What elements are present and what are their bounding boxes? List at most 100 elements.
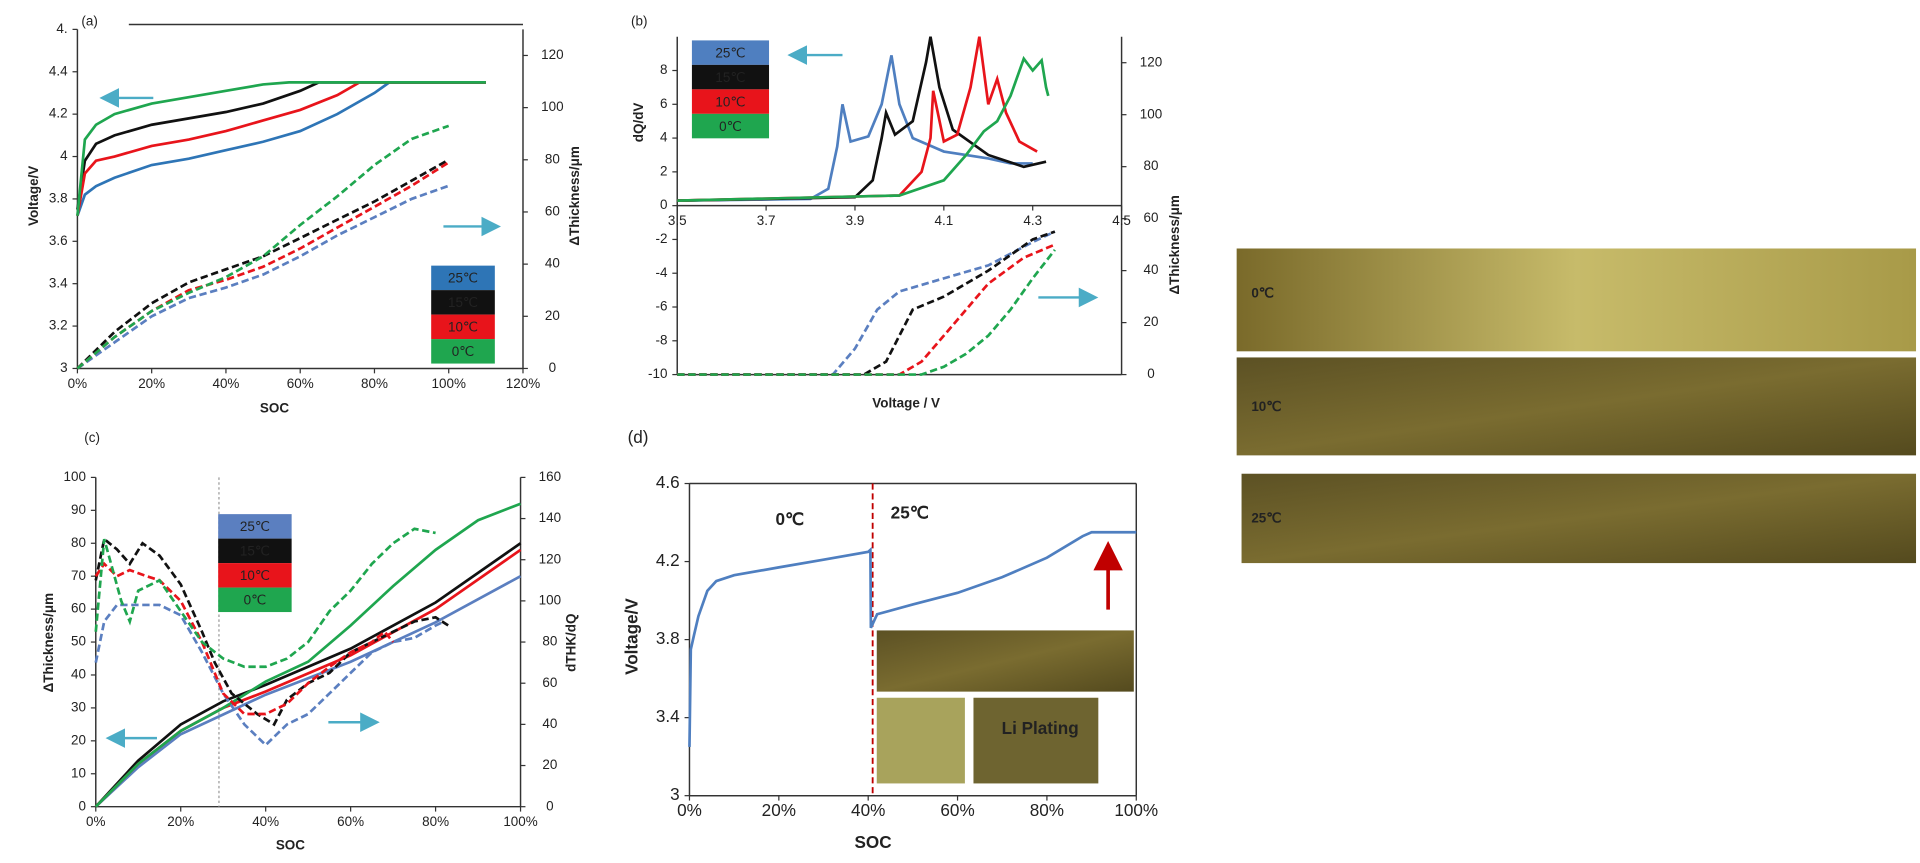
x-tick-label: 120%	[506, 376, 540, 391]
legend-label: 25℃	[715, 45, 745, 60]
legend-swatch	[431, 314, 495, 340]
y-tick-label: 4.	[56, 21, 67, 36]
annotation: 0℃	[775, 509, 804, 529]
dashed-line	[94, 527, 436, 669]
y2-tick-label: 120	[541, 47, 563, 62]
y2-tick-label: 40	[542, 716, 557, 731]
legend-label: 0℃	[244, 593, 267, 608]
y2-tick-label: 100	[541, 99, 563, 114]
x-tick-label: 60%	[337, 814, 364, 829]
photo	[1236, 357, 1917, 456]
y-tick-label: 3	[60, 360, 67, 375]
y-tick-label: -4	[655, 265, 667, 280]
photos	[876, 248, 1917, 784]
legend-swatch	[691, 64, 770, 90]
legend-label: 0℃	[452, 344, 475, 359]
panel-label: (d)	[628, 427, 649, 447]
y-tick-label: 60	[71, 601, 86, 616]
x-tick-label: 4.3	[1023, 213, 1042, 228]
y-tick-label: -6	[655, 299, 667, 314]
y-tick-label: 3	[670, 784, 680, 804]
x-tick-label: 80%	[361, 376, 388, 391]
y-tick-label: 6	[660, 96, 667, 111]
y-tick-label: 0	[78, 798, 85, 813]
y2-tick-label: 0	[546, 798, 553, 813]
y-tick-label: 20	[71, 732, 86, 747]
dashed-line	[677, 243, 1056, 376]
y2-tick-label: 60	[1143, 210, 1158, 225]
line	[76, 81, 486, 210]
y-tick-label: 30	[71, 699, 86, 714]
dashed-line	[677, 230, 1056, 376]
y-tick-label: 10	[71, 765, 86, 780]
x-tick-label: 60%	[287, 376, 314, 391]
y2-tick-label: 80	[545, 151, 560, 166]
legend-swatch	[691, 89, 770, 114]
legend-swatch	[691, 113, 770, 139]
legend-swatch	[218, 514, 292, 539]
photo	[1236, 248, 1917, 352]
line	[76, 81, 486, 216]
x-tick-label: 0%	[68, 376, 87, 391]
y2-tick-label: 60	[545, 204, 560, 219]
legend-label: 0℃	[719, 119, 742, 134]
x-tick-label: 0%	[677, 800, 702, 820]
chart: 0% 20% 40% 60% 80% 100% 3 3.4 3.8 4.2 4.6 SOC Voltag…	[622, 427, 1158, 852]
legend-label: 15℃	[448, 295, 478, 310]
y-tick-label: 3.2	[49, 318, 68, 333]
y-axis-title: Voltage/V	[26, 166, 41, 226]
arrows	[99, 45, 1123, 748]
legend-swatch	[218, 538, 292, 564]
y2-tick-label: 100	[1140, 106, 1162, 121]
x-tick-label: 100%	[1114, 800, 1158, 820]
y2-tick-label: 40	[545, 256, 560, 271]
line	[94, 575, 522, 808]
x-tick-label: 4.5	[1112, 213, 1131, 228]
y2-tick-label: 60	[542, 675, 557, 690]
dashed-line	[94, 603, 445, 747]
x-tick-label: 3.5	[668, 213, 687, 228]
line	[94, 502, 522, 808]
y-tick-label: -2	[655, 231, 667, 246]
line	[688, 530, 1137, 747]
y-tick-label: 4.6	[656, 472, 680, 492]
line	[677, 55, 1033, 202]
legend-swatch	[218, 587, 292, 613]
x-tick-label: 40%	[252, 814, 279, 829]
y2-tick-label: 100	[539, 592, 561, 607]
x-tick-label: 20%	[138, 376, 165, 391]
y2-axis-title: dTHK/dQ	[564, 614, 579, 672]
line	[677, 55, 1050, 202]
inset-photo	[876, 630, 1134, 692]
dashed-line	[677, 249, 1056, 376]
y-axis-title: dQ/dV	[631, 103, 646, 143]
inset-photo	[973, 697, 1099, 784]
y2-tick-label: 20	[1143, 314, 1158, 329]
legend-label: 10℃	[240, 568, 270, 583]
photo-label: 10℃	[1251, 399, 1281, 414]
x-tick-label: 100%	[503, 814, 537, 829]
y2-axis-title: ΔThickness/μm	[1167, 195, 1182, 294]
y-tick-label: 100	[64, 469, 86, 484]
y-tick-label: 90	[71, 502, 86, 517]
y-tick-label: 4.2	[49, 106, 68, 121]
y-tick-label: 8	[660, 62, 667, 77]
legend-label: 15℃	[240, 544, 270, 559]
x-axis-title: SOC	[276, 837, 305, 852]
panel-label: (c)	[84, 430, 100, 445]
panel-label: (a)	[81, 14, 97, 29]
x-tick-label: 40%	[851, 800, 885, 820]
line	[76, 81, 486, 217]
y2-tick-label: 140	[539, 510, 561, 525]
y-tick-label: 40	[71, 667, 86, 682]
y-tick-label: -10	[648, 366, 667, 381]
legend-label: 25℃	[240, 519, 270, 534]
y-tick-label: 3.8	[656, 628, 680, 648]
y-tick-label: 4	[60, 148, 68, 163]
y2-tick-label: 40	[1143, 262, 1158, 277]
y-tick-label: 0	[660, 197, 667, 212]
legend-swatch	[691, 40, 770, 65]
y-tick-label: 2	[660, 163, 667, 178]
photo-label: 25℃	[1251, 511, 1281, 526]
y2-tick-label: 160	[539, 469, 561, 484]
